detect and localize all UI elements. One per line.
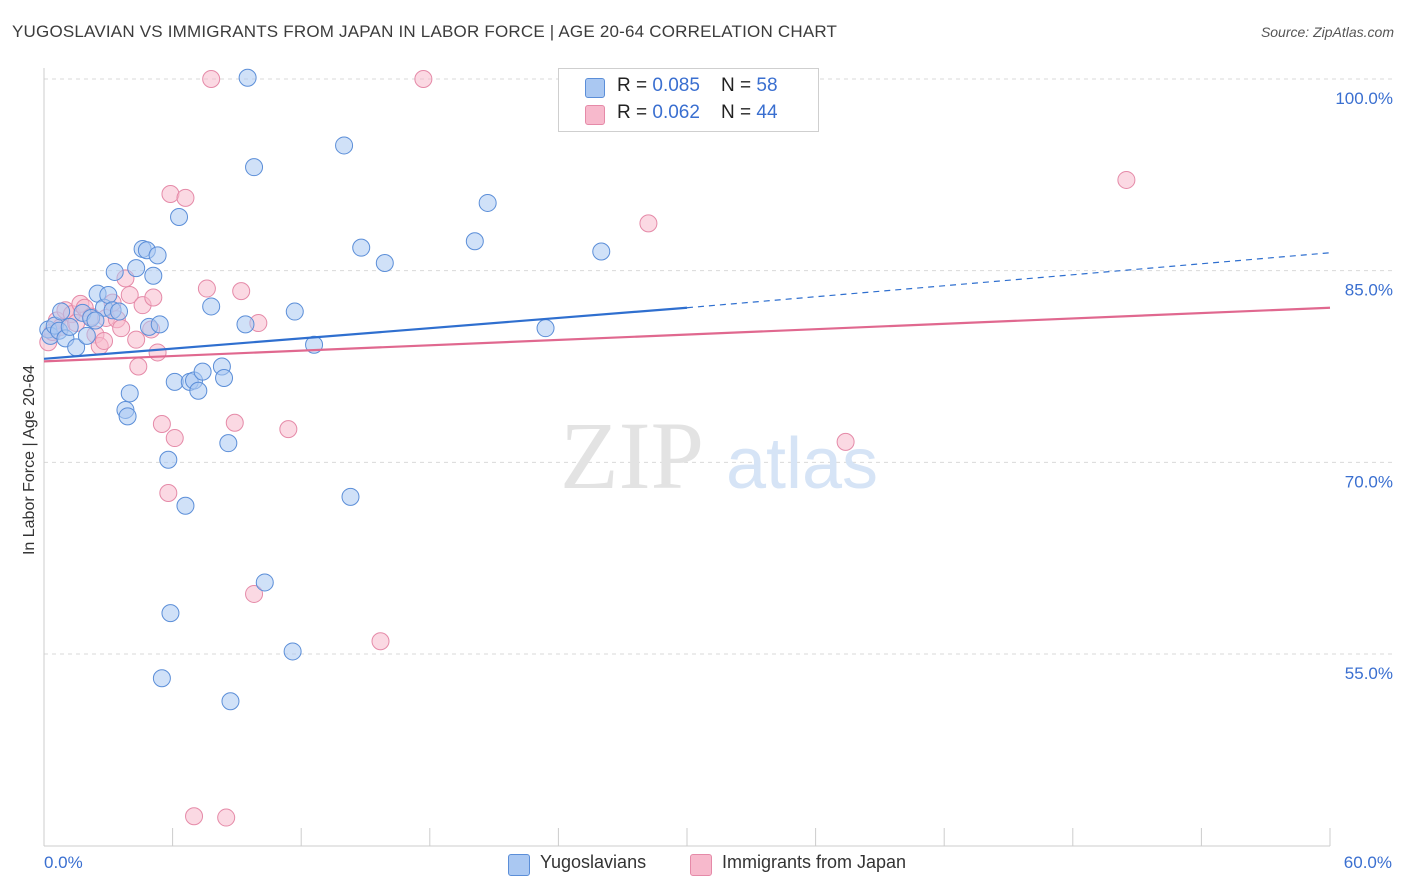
- japan-point: [112, 319, 131, 338]
- n-label: N =: [721, 102, 757, 123]
- yugoslavian-point: [86, 311, 105, 330]
- watermark-atlas: atlas: [726, 424, 878, 504]
- yugoslavian-point: [60, 317, 79, 336]
- y-tick-label: 55.0%: [1345, 664, 1393, 683]
- japan-point: [95, 331, 114, 350]
- yugoslavian-point: [335, 136, 354, 155]
- yugoslavian-point: [105, 262, 124, 281]
- yugoslavian-point: [144, 266, 163, 285]
- yugoslavian-point: [120, 384, 139, 403]
- legend-label: Yugoslavians: [540, 852, 647, 872]
- yugoslavian-point: [110, 302, 129, 321]
- yugoslavian-point: [150, 315, 169, 334]
- japan-point: [279, 420, 298, 439]
- japan-point: [225, 413, 244, 432]
- yugoslavian-point: [165, 372, 184, 391]
- yugoslavian-point: [170, 208, 189, 226]
- x-tick-label-min: 0.0%: [44, 853, 83, 872]
- legend-label: Immigrants from Japan: [722, 852, 907, 872]
- japan-point: [185, 807, 204, 826]
- r-value: 0.062: [652, 102, 700, 123]
- yugoslavian-trend-line: [43, 306, 688, 360]
- yugoslavian-point: [215, 369, 234, 387]
- yugoslavian-point: [193, 362, 212, 381]
- japan-point: [197, 279, 216, 298]
- japan-point: [127, 330, 146, 349]
- japan-point: [165, 429, 184, 448]
- n-value: 58: [756, 75, 778, 96]
- blue-swatch: [508, 854, 530, 876]
- yugoslavian-point: [375, 254, 394, 272]
- y-tick-label: 100.0%: [1335, 89, 1393, 108]
- yugoslavian-point: [77, 326, 96, 345]
- japan-point: [639, 214, 658, 233]
- japan-point: [176, 188, 195, 207]
- n-value: 44: [756, 102, 778, 123]
- yugoslavian-point: [176, 496, 195, 515]
- japan-trend-line: [43, 306, 1331, 363]
- yugoslavian-point: [159, 450, 178, 469]
- yugoslavian-point: [127, 259, 146, 278]
- yugoslavian-point: [52, 302, 71, 321]
- yugoslavian-point: [285, 302, 304, 321]
- japan-point: [152, 415, 171, 433]
- japan-point: [144, 288, 163, 307]
- yugoslavian-point: [478, 193, 497, 212]
- yugoslavian-point: [202, 297, 221, 316]
- yugoslavian-point: [189, 381, 208, 400]
- japan-point: [120, 285, 139, 304]
- yugoslavian-point: [221, 692, 240, 711]
- japan-point: [1117, 170, 1136, 189]
- yugoslavian-point: [236, 315, 255, 334]
- japan-point: [159, 484, 178, 502]
- yugoslavian-point: [219, 434, 238, 453]
- yugoslavian-point: [341, 487, 360, 506]
- y-tick-label: 70.0%: [1345, 472, 1393, 491]
- pink-swatch: [585, 105, 605, 125]
- pink-swatch: [690, 854, 712, 876]
- yugoslavian-point: [118, 407, 137, 426]
- yugoslavian-point: [255, 573, 274, 592]
- yugoslavian-trend-extension: [686, 252, 1331, 309]
- yugoslavian-point: [465, 232, 484, 251]
- yugoslavian-point: [148, 246, 167, 265]
- source-credit: Source: ZipAtlas.com: [1260, 24, 1394, 40]
- yugoslavian-point: [238, 68, 257, 87]
- japan-point: [232, 282, 251, 301]
- r-label: R =: [617, 102, 653, 123]
- n-label: N =: [721, 75, 757, 96]
- japan-point: [161, 185, 180, 203]
- x-tick-label-max: 60.0%: [1343, 853, 1392, 872]
- japan-point: [217, 808, 236, 827]
- yugoslavian-point: [352, 238, 371, 257]
- japan-point: [414, 70, 433, 88]
- blue-swatch: [585, 78, 605, 98]
- japan-point: [371, 632, 390, 651]
- japan-point: [245, 584, 264, 603]
- japan-point: [129, 357, 148, 376]
- r-label: R =: [617, 75, 653, 96]
- y-axis-label: In Labor Force | Age 20-64: [21, 364, 38, 556]
- yugoslavian-point: [152, 669, 171, 688]
- y-tick-label: 85.0%: [1345, 281, 1393, 300]
- yugoslavian-point: [592, 242, 611, 261]
- japan-point: [202, 70, 221, 88]
- japan-point: [148, 343, 167, 362]
- stats-legend: R = 0.085 N = 58 R = 0.062 N = 44: [558, 68, 819, 132]
- japan-point: [836, 432, 855, 451]
- watermark-zip: ZIP: [560, 402, 704, 509]
- yugoslavian-point: [99, 285, 118, 304]
- yugoslavian-point: [161, 604, 180, 623]
- yugoslavian-point: [283, 642, 302, 661]
- r-value: 0.085: [652, 75, 700, 96]
- yugoslavian-point: [536, 319, 555, 338]
- chart-title: YUGOSLAVIAN VS IMMIGRANTS FROM JAPAN IN …: [12, 22, 838, 41]
- yugoslavian-point: [245, 158, 264, 177]
